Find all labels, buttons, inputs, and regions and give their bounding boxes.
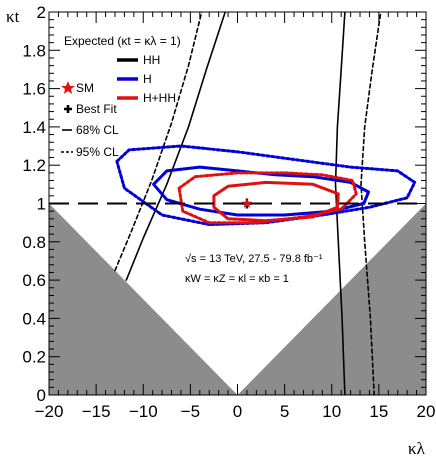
x-tick-label: 0 bbox=[233, 402, 242, 421]
legend-best-fit-label: Best Fit bbox=[76, 102, 117, 116]
contour-layer bbox=[114, 12, 417, 395]
legend-header: Expected (κt = κλ = 1) bbox=[64, 34, 181, 48]
y-tick-label: 1.4 bbox=[22, 118, 46, 137]
y-tick-label: 0.6 bbox=[22, 271, 46, 290]
y-tick-label: 1.6 bbox=[22, 80, 46, 99]
legend-sm-label: SM bbox=[76, 81, 94, 95]
contour-hh-68cl-left bbox=[125, 12, 226, 281]
contour-h-hh-95cl bbox=[177, 171, 358, 225]
annotation-energy-lumi: √s = 13 TeV, 27.5 - 79.8 fb⁻¹ bbox=[185, 253, 323, 265]
x-tick-label: −15 bbox=[82, 402, 111, 421]
sm-marker bbox=[241, 198, 253, 208]
legend-h-label: H bbox=[143, 72, 152, 86]
legend-95cl-label: 95% CL bbox=[76, 145, 119, 159]
contour-h-hh-68cl bbox=[212, 180, 340, 223]
contour-hh-95cl-right bbox=[360, 12, 382, 395]
x-tick-label: 20 bbox=[417, 402, 436, 421]
contour-hh-68cl-right bbox=[334, 12, 346, 395]
contour-h-95cl bbox=[115, 144, 417, 227]
contour-h-68cl bbox=[152, 165, 370, 217]
y-axis-label: κt bbox=[6, 7, 20, 26]
y-tick-label: 2 bbox=[37, 3, 46, 22]
x-tick-label: 5 bbox=[280, 402, 289, 421]
x-tick-label: 10 bbox=[322, 402, 341, 421]
legend-68cl-label: 68% CL bbox=[76, 123, 119, 137]
x-axis-label: κλ bbox=[408, 439, 426, 458]
legend-hh-label: HH bbox=[143, 53, 160, 67]
marker-layer bbox=[241, 198, 253, 209]
axes: −20 −15 −10 −5 0 5 10 15 20 0 0.2 0.4 0.6 0.8 1 1.2 1.4 1… bbox=[22, 3, 435, 421]
x-tick-label: −5 bbox=[181, 402, 200, 421]
excluded-region bbox=[49, 203, 426, 395]
y-tick-label: 1.8 bbox=[22, 41, 46, 60]
x-tick-label: −20 bbox=[35, 402, 64, 421]
legend: Expected (κt = κλ = 1) HH H H+HH SM Best… bbox=[61, 34, 181, 159]
y-tick-label: 1.2 bbox=[22, 156, 46, 175]
legend-best-fit-cross-icon bbox=[64, 105, 72, 113]
contour-hh-95cl-left bbox=[114, 12, 203, 272]
x-tick-label: −10 bbox=[129, 402, 158, 421]
legend-sm-star-icon bbox=[61, 81, 75, 94]
y-tick-label: 0.2 bbox=[22, 348, 46, 367]
y-tick-label: 0.4 bbox=[22, 309, 46, 328]
y-tick-label: 1 bbox=[37, 195, 46, 214]
y-tick-label: 0 bbox=[37, 386, 46, 405]
annotation-kappa-fixed: κW = κZ = κl = κb = 1 bbox=[185, 273, 289, 285]
y-tick-label: 0.8 bbox=[22, 233, 46, 252]
x-tick-label: 15 bbox=[369, 402, 388, 421]
legend-hhh-label: H+HH bbox=[143, 91, 176, 105]
